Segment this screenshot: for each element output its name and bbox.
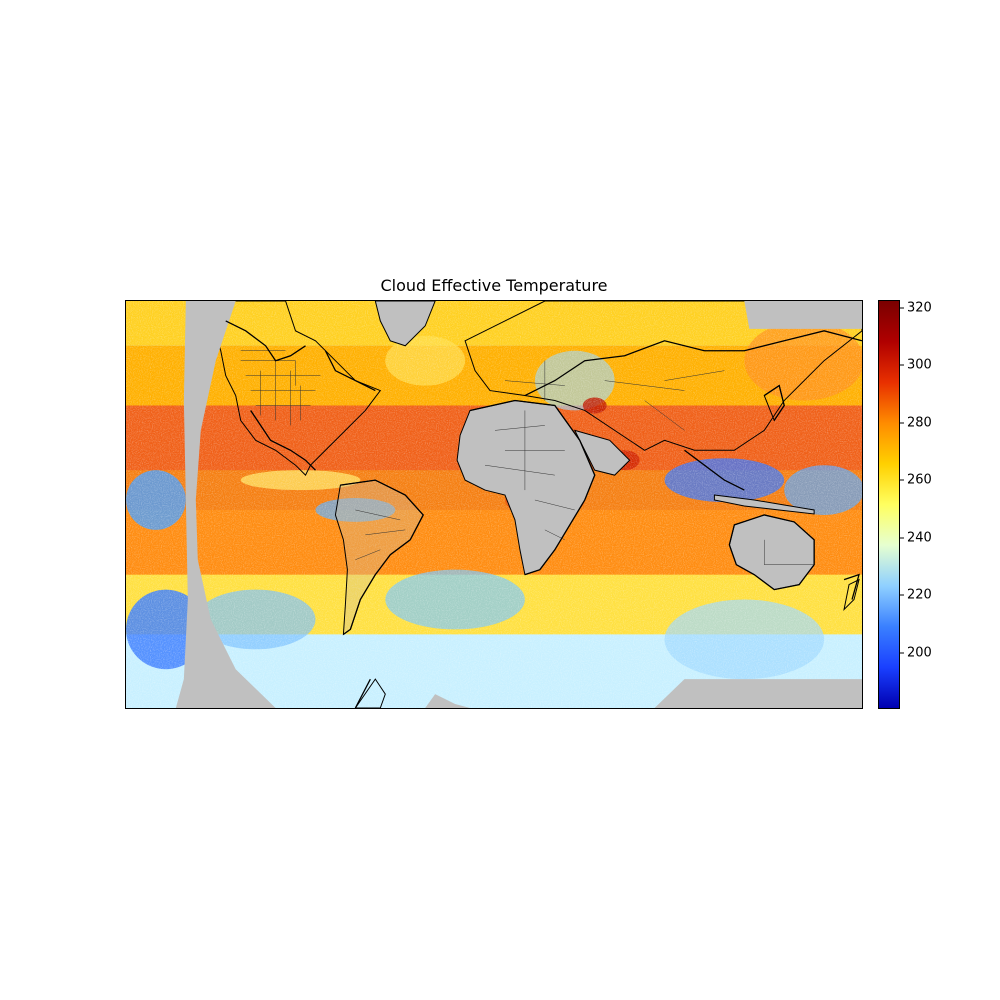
arabia-land — [573, 429, 631, 476]
colorbar-tick: 280 — [900, 416, 932, 431]
colorbar-tick-label: 320 — [907, 300, 932, 316]
colorbar-tick: 220 — [900, 588, 932, 603]
map-panel — [125, 300, 863, 709]
antarctica-land — [354, 678, 386, 708]
indonesia-land — [713, 494, 815, 515]
map-canvas — [126, 301, 862, 708]
data-gap-pacific — [175, 301, 276, 708]
coastlines — [225, 320, 862, 708]
colorbar-tick: 240 — [900, 531, 932, 546]
data-gap-south-east — [654, 679, 862, 708]
colorbar-ticks: 320 300 280 260 240 220 200 — [900, 300, 960, 709]
land-masses — [205, 301, 862, 708]
colorbar-tick-label: 300 — [907, 357, 932, 373]
data-gap-indian — [425, 694, 471, 708]
colorbar-tick-label: 220 — [907, 587, 932, 603]
country-borders — [240, 350, 815, 565]
colorbar-gradient — [879, 301, 899, 708]
chart-title: Cloud Effective Temperature — [380, 276, 608, 295]
colorbar-tick: 260 — [900, 473, 932, 488]
greenland-land — [374, 301, 436, 347]
colorbar-tick: 200 — [900, 646, 932, 661]
new-zealand-land — [843, 578, 860, 611]
colorbar-tick-label: 260 — [907, 472, 932, 488]
colorbar-tick-label: 200 — [907, 645, 932, 661]
data-gap-north-east — [744, 301, 862, 329]
north-america-land — [205, 301, 382, 476]
colorbar-tick-label: 280 — [907, 415, 932, 431]
colorbar-tick-label: 240 — [907, 530, 932, 546]
colorbar-tick: 300 — [900, 358, 932, 373]
colorbar — [878, 300, 900, 709]
colorbar-tick: 320 — [900, 301, 932, 316]
